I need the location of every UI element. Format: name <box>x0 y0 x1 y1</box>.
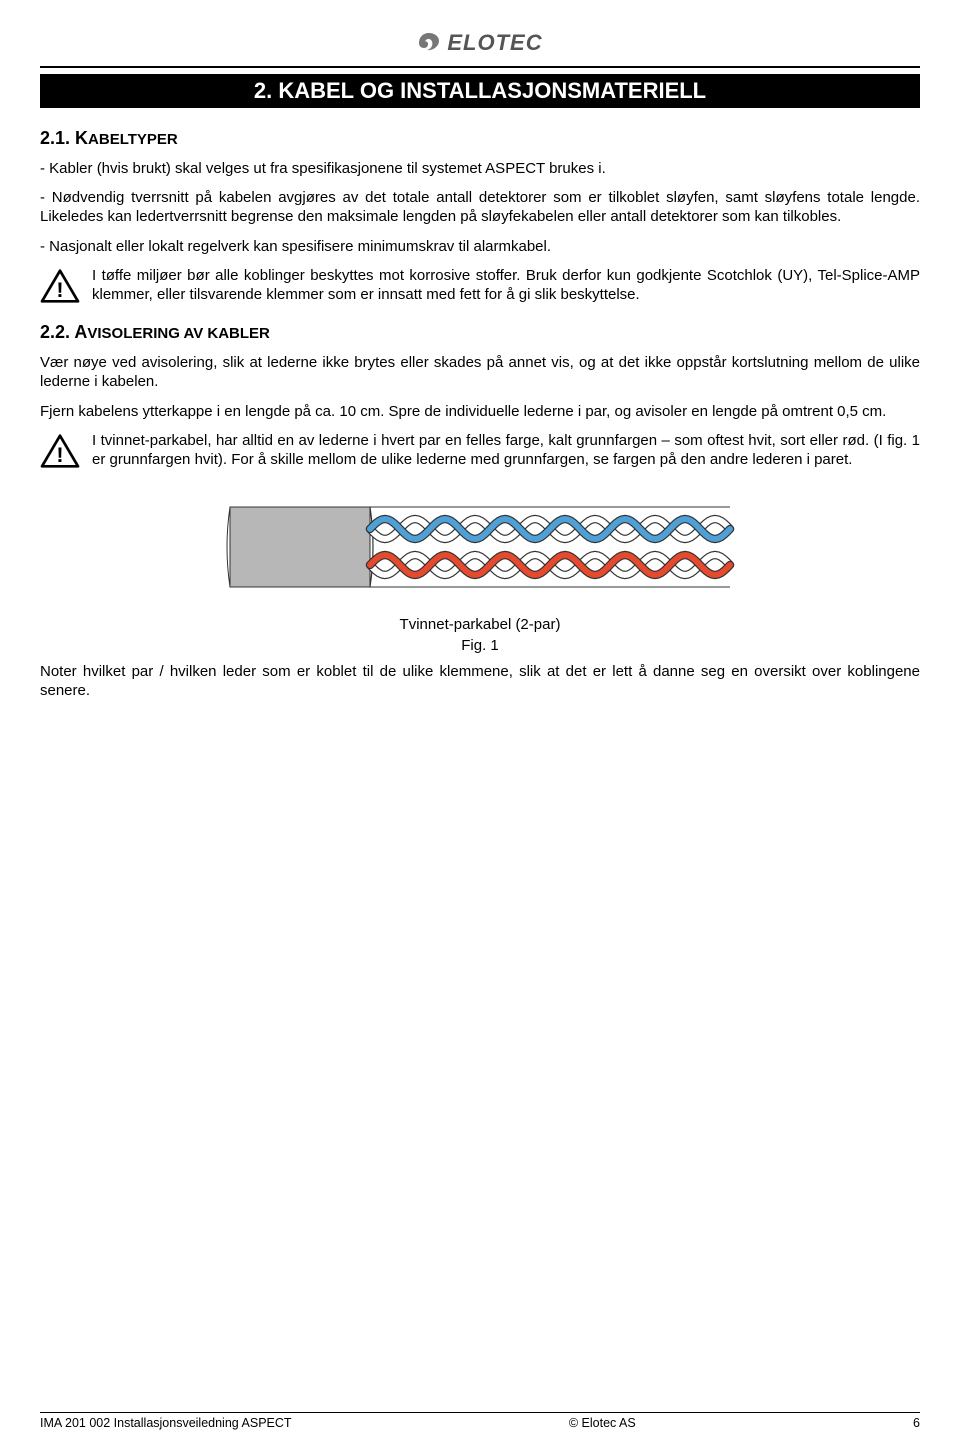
s21-bullet-3: - Nasjonalt eller lokalt regelverk kan s… <box>40 237 920 256</box>
twisted-pair-diagram <box>220 487 740 607</box>
figure-1: Tvinnet-parkabel (2-par) Fig. 1 <box>40 487 920 654</box>
heading-2-2-rest: VISOLERING AV KABLER <box>87 325 270 342</box>
svg-text:!: ! <box>56 441 63 466</box>
figure-caption-line-2: Fig. 1 <box>40 637 920 654</box>
logo: ELOTEC <box>417 30 542 56</box>
s21-bullet-2: - Nødvendig tverrsnitt på kabelen avgjør… <box>40 188 920 226</box>
header-rule <box>40 66 920 68</box>
footer-right: 6 <box>913 1416 920 1430</box>
s22-p1: Vær nøye ved avisolering, slik at ledern… <box>40 353 920 391</box>
section-title-bar: 2. KABEL OG INSTALLASJONSMATERIELL <box>40 74 920 108</box>
header-logo: ELOTEC <box>40 30 920 60</box>
s22-p3: Noter hvilket par / hvilken leder som er… <box>40 662 920 700</box>
heading-2-2-num: 2.2. A <box>40 322 87 342</box>
heading-2-2: 2.2. AVISOLERING AV KABLER <box>40 322 920 343</box>
warning-text-2: I tvinnet-parkabel, har alltid en av led… <box>92 431 920 469</box>
warning-icon: ! <box>40 268 80 304</box>
logo-text: ELOTEC <box>447 30 542 56</box>
s21-bullet-1: - Kabler (hvis brukt) skal velges ut fra… <box>40 159 920 178</box>
s22-p2: Fjern kabelens ytterkappe i en lengde på… <box>40 402 920 421</box>
warning-block-2: ! I tvinnet-parkabel, har alltid en av l… <box>40 431 920 469</box>
figure-caption-line-1: Tvinnet-parkabel (2-par) <box>40 616 920 633</box>
svg-text:!: ! <box>56 277 63 302</box>
footer-left: IMA 201 002 Installasjonsveiledning ASPE… <box>40 1416 292 1430</box>
warning-block-1: ! I tøffe miljøer bør alle koblinger bes… <box>40 266 920 304</box>
page-footer: IMA 201 002 Installasjonsveiledning ASPE… <box>40 1412 920 1430</box>
logo-swirl-icon <box>417 31 441 55</box>
heading-2-1-rest: ABELTYPER <box>88 131 178 148</box>
warning-text-1: I tøffe miljøer bør alle koblinger besky… <box>92 266 920 304</box>
footer-center: © Elotec AS <box>569 1416 636 1430</box>
heading-2-1-num: 2.1. K <box>40 128 88 148</box>
heading-2-1: 2.1. KABELTYPER <box>40 128 920 149</box>
warning-icon: ! <box>40 433 80 469</box>
